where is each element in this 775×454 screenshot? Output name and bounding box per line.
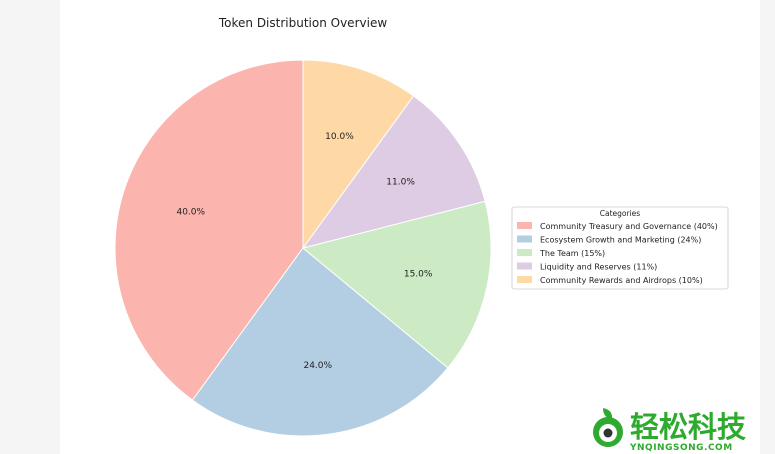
legend-label-4: Liquidity and Reserves (11%) — [540, 263, 657, 272]
legend-label-3: The Team (15%) — [539, 249, 605, 258]
pie-slice-4 — [301, 95, 486, 249]
legend-title: Categories — [600, 209, 641, 218]
legend-swatch-4 — [517, 262, 532, 270]
legend-label-1: Community Treasury and Governance (40%) — [540, 222, 718, 231]
pie-slice-label-1: 40.0% — [176, 208, 205, 218]
legend-items: Community Treasury and Governance (40%) E… — [517, 222, 718, 285]
legend-label-2: Ecosystem Growth and Marketing (24%) — [540, 236, 701, 245]
legend-swatch-5 — [517, 276, 532, 283]
pie-slices — [114, 59, 492, 437]
watermark-leaf-icon — [593, 408, 623, 447]
legend-swatch-1 — [517, 222, 532, 229]
legend-swatch-3 — [517, 249, 532, 256]
pie-slice-label-3: 15.0% — [404, 270, 433, 280]
pie-slice-5 — [302, 59, 415, 250]
pie-slice-label-2: 24.0% — [303, 361, 332, 371]
watermark-logo: 轻松科技 YNQINGSONG.COM — [593, 408, 746, 453]
pie-slice-1 — [114, 59, 304, 401]
legend: Categories Community Treasury and Govern… — [511, 206, 729, 290]
pie-slice-2 — [191, 247, 449, 437]
pie-slice-label-4: 11.0% — [386, 178, 415, 188]
pie-percentage-labels: 40.0% 24.0% 15.0% 11.0% 10.0% — [176, 132, 432, 371]
watermark-text: 轻松科技 — [630, 410, 746, 444]
legend-frame — [511, 206, 729, 290]
pie-slice-3 — [301, 200, 492, 369]
pie-slice-label-5: 10.0% — [325, 132, 354, 142]
chart-title: Token Distribution Overview — [218, 16, 387, 30]
legend-label-5: Community Rewards and Airdrops (10%) — [540, 276, 703, 285]
watermark-subtext: YNQINGSONG.COM — [629, 443, 733, 453]
legend-swatch-2 — [517, 235, 532, 243]
